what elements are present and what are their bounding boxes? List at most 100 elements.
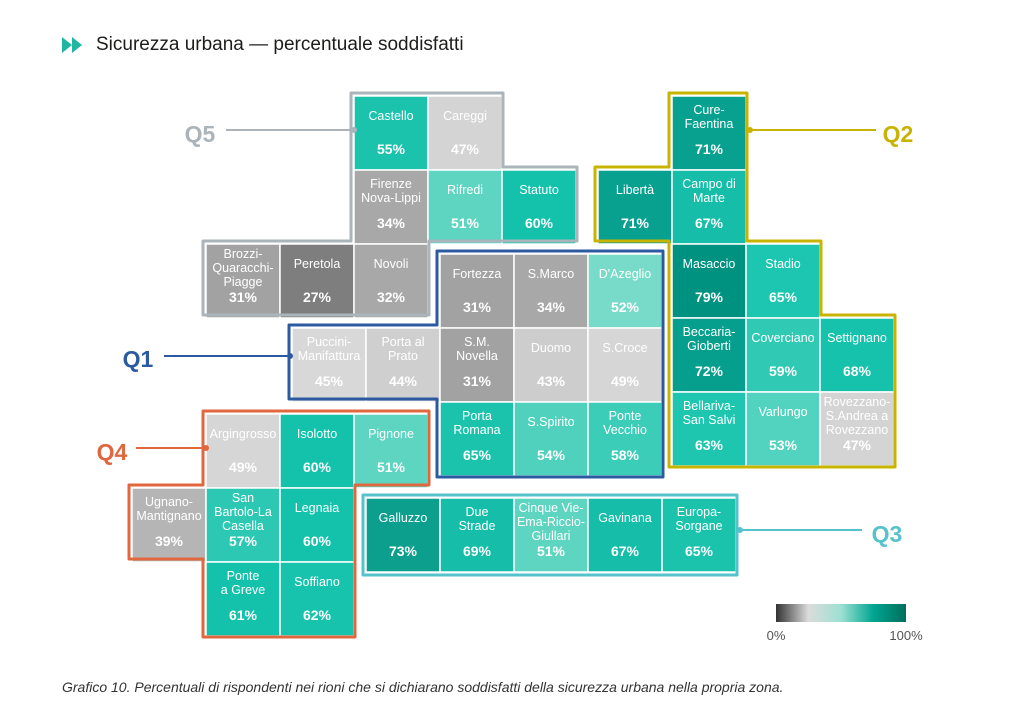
district-name-line: Due [466, 505, 489, 519]
district-name-line: San [232, 491, 254, 505]
district-name-line: S.M. [464, 335, 490, 349]
district-cell-fill [745, 391, 821, 467]
district-value-label: 65% [685, 543, 714, 559]
district-cell-fill [587, 327, 663, 403]
district-value-label: 58% [611, 447, 640, 463]
district-name-line: Quaracchi- [212, 261, 273, 275]
district-cell-fill [205, 413, 281, 489]
district-name-line: S.Spirito [527, 415, 574, 429]
district-name-line: Cure- [693, 103, 724, 117]
district-value-label: 71% [695, 141, 724, 157]
quarter-leader-dot-q3 [737, 527, 743, 533]
district-cell-fill [365, 327, 441, 403]
district-name-line: Novella [456, 349, 498, 363]
district-name-line: Rifredi [447, 183, 483, 197]
district-name-line: Marte [693, 191, 725, 205]
quarter-leader-dot-q2 [747, 127, 753, 133]
district-name-line: Pignone [368, 427, 414, 441]
district-cell: Argingrosso 49% [205, 413, 281, 489]
district-cell: Varlungo 53% [745, 391, 821, 467]
district-value-label: 60% [303, 459, 332, 475]
district-name-line: Coverciano [751, 331, 814, 345]
district-cell: Ugnano-Mantignano 39% [131, 487, 207, 563]
district-name-line: Piagge [224, 275, 263, 289]
district-cell-fill [279, 243, 355, 319]
district-name-line: Peretola [294, 257, 341, 271]
district-name-line: Casella [222, 519, 264, 533]
district-name-line: Fortezza [453, 267, 502, 281]
district-value-label: 31% [463, 299, 492, 315]
district-name-line: S.Croce [602, 341, 647, 355]
chart-title-row: Sicurezza urbana — percentuale soddisfat… [62, 34, 464, 56]
district-cell-fill [365, 497, 441, 573]
district-name-line: Europa- [677, 505, 721, 519]
district-cell-fill [279, 413, 355, 489]
district-name-line: Sorgane [675, 519, 722, 533]
district-cell: Libertà 71% [597, 169, 673, 245]
district-cell: Castello 55% [353, 95, 429, 171]
district-value-label: 65% [463, 447, 492, 463]
district-value-label: 71% [621, 215, 650, 231]
district-cell-fill [427, 169, 503, 245]
district-cell-fill [205, 243, 281, 319]
district-value-label: 51% [537, 543, 566, 559]
district-cell: Rifredi 51% [427, 169, 503, 245]
district-value-label: 51% [377, 459, 406, 475]
district-name-line: Libertà [616, 183, 654, 197]
district-cell-fill [587, 401, 663, 477]
district-name-line: a Greve [221, 583, 266, 597]
district-name-line: Duomo [531, 341, 571, 355]
district-cell-fill [597, 169, 673, 245]
district-value-label: 60% [303, 533, 332, 549]
district-name-line: Mantignano [136, 509, 201, 523]
quarter-label-q3: Q3 [872, 521, 903, 547]
district-name-line: Isolotto [297, 427, 337, 441]
district-cell-fill [279, 561, 355, 637]
quarter-label-q1: Q1 [123, 346, 154, 372]
district-cell-fill [587, 253, 663, 329]
district-name-line: Gioberti [687, 339, 731, 353]
district-name-line: Ema-Riccio- [517, 515, 585, 529]
district-name-line: Varlungo [758, 405, 807, 419]
district-name-line: Ponte [609, 409, 642, 423]
district-value-label: 59% [769, 363, 798, 379]
district-cell: Cure-Faentina 71% [671, 95, 747, 171]
district-cell: Puccini-Manifattura 45% [291, 327, 367, 403]
quarter-leader-dot-q4 [203, 445, 209, 451]
district-cell: Bellariva-San Salvi 63% [671, 391, 747, 467]
district-name-line: Faentina [685, 117, 734, 131]
district-cell-fill [513, 253, 589, 329]
district-cell-fill [427, 95, 503, 171]
district-cell-fill [671, 243, 747, 319]
chart-title: Sicurezza urbana — percentuale soddisfat… [96, 34, 464, 55]
quarter-leader-dot-q5 [351, 127, 357, 133]
district-name-line: Galluzzo [379, 511, 428, 525]
district-cell: Legnaia 60% [279, 487, 355, 563]
district-name-line: S.Marco [528, 267, 575, 281]
quarter-outline-q4 [127, 409, 431, 639]
district-cell: Europa-Sorgane 65% [661, 497, 737, 573]
district-cell: Novoli 32% [353, 243, 429, 319]
district-value-label: 51% [451, 215, 480, 231]
color-legend: 0% 100% [767, 604, 923, 643]
quarter-outline-q5 [201, 91, 579, 317]
district-value-label: 32% [377, 289, 406, 305]
district-name-line: Nova-Lippi [361, 191, 421, 205]
district-name-line: Legnaia [295, 501, 340, 515]
district-cell-fill [513, 327, 589, 403]
district-value-label: 55% [377, 141, 406, 157]
district-value-label: 27% [303, 289, 332, 305]
district-value-label: 65% [769, 289, 798, 305]
district-name-line: Ponte [227, 569, 260, 583]
district-name-line: Argingrosso [210, 427, 277, 441]
district-name-line: Rovezzano [826, 423, 889, 437]
district-cell-fill [513, 401, 589, 477]
district-cell: S.Croce 49% [587, 327, 663, 403]
district-value-label: 31% [463, 373, 492, 389]
